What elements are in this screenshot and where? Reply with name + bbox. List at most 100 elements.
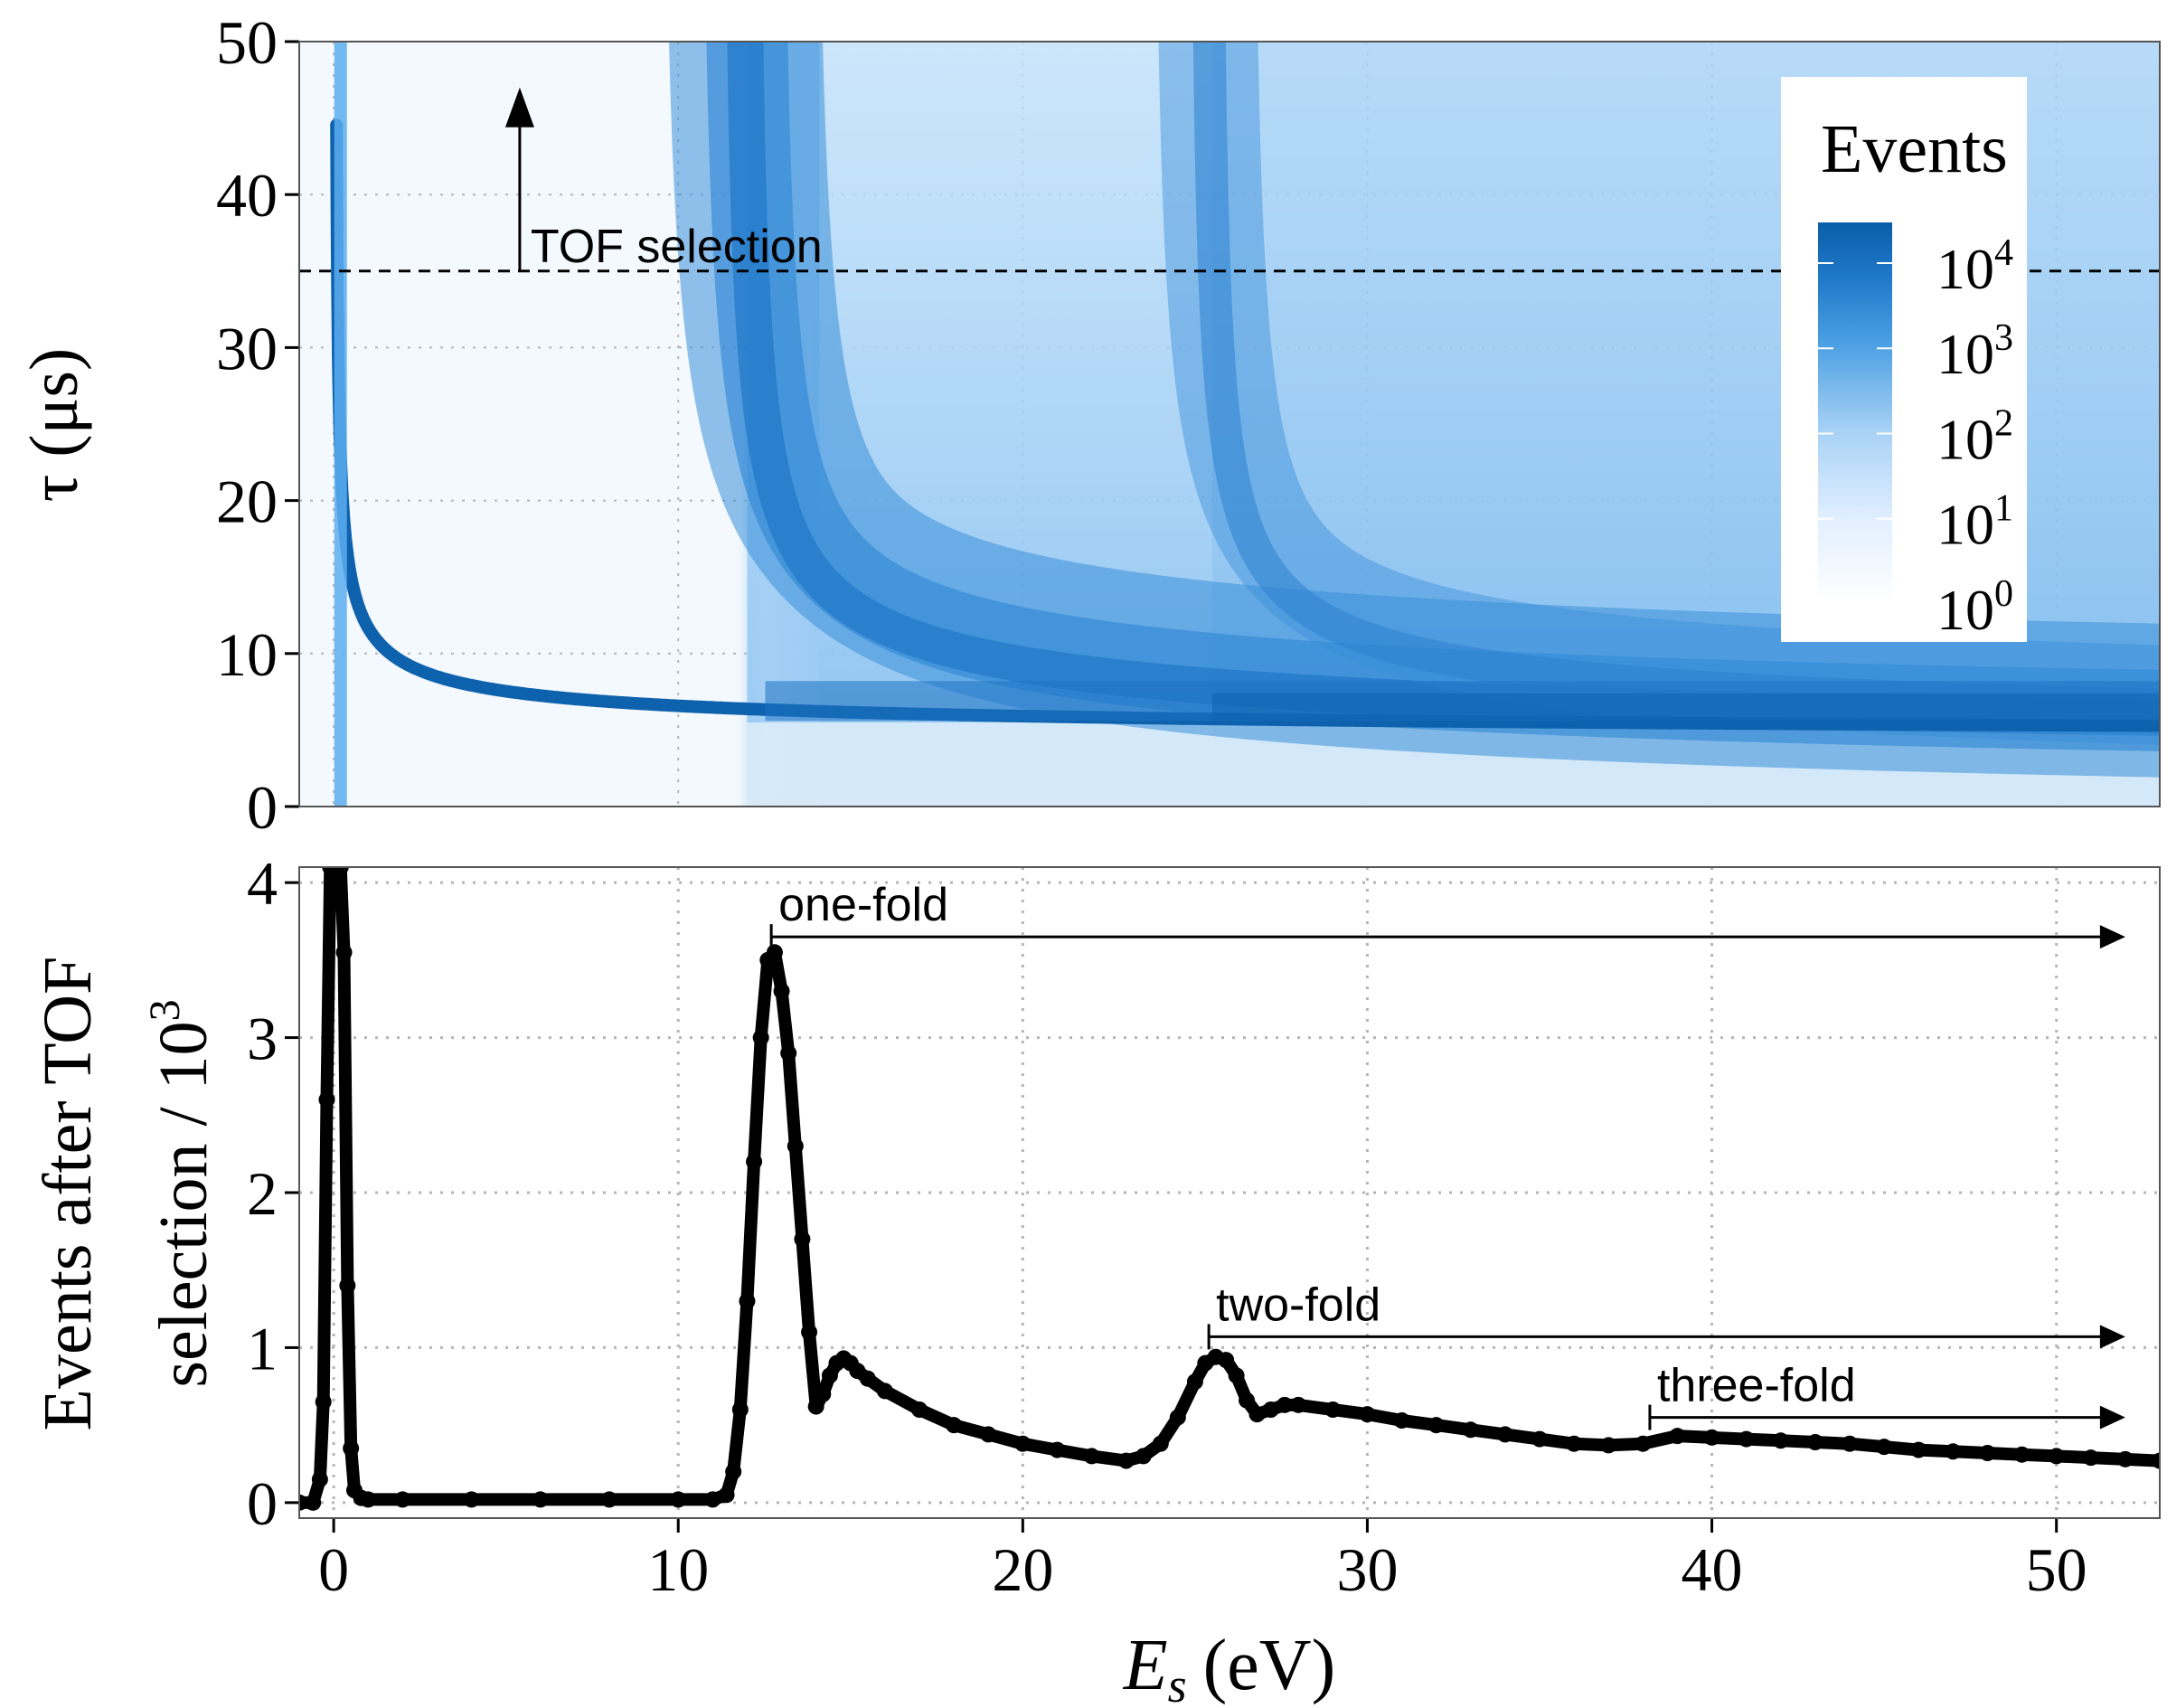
line-data-point [1531,1430,1548,1448]
tof-selection-label: TOF selection [531,221,823,273]
line-data-point [2013,1446,2030,1463]
line-data-point [1117,1452,1135,1469]
colorbar-tick-base: 10 [1936,237,1994,301]
line-data-point [305,1494,322,1511]
line-data-point [1910,1441,1927,1458]
line-data-point [1049,1441,1066,1458]
line-x-tick-label: 0 [318,1535,349,1604]
line-data-point [787,1137,804,1155]
line-data-point [766,944,783,961]
line-data-point [1427,1417,1445,1434]
heatmap-frame [298,41,2161,807]
line-x-tick-label: 10 [647,1535,709,1604]
line-data-point [859,1370,876,1387]
line-x-tick-label: 50 [2026,1535,2087,1604]
line-data-point [1842,1435,1858,1452]
line-data-point [794,1231,811,1248]
line-data-point [1600,1437,1617,1454]
colorbar-tick-exponent: 2 [1994,402,2013,444]
line-data-point [601,1491,617,1508]
line-data-point [815,1385,832,1402]
line-data-point [315,1393,332,1411]
line-data-point [731,1401,749,1418]
line-data-point [670,1491,687,1508]
line-data-point [1359,1406,1376,1423]
line-data-point [343,1439,360,1457]
fold-annotation-label: one-fold [778,879,948,931]
line-data-point [532,1491,549,1508]
x-axis-label-symbol: E [1123,1626,1168,1705]
colorbar-tick-base: 10 [1936,493,1994,557]
line-plot-background [299,867,2160,1518]
line-data-point [1152,1435,1169,1452]
x-axis-label-subscript: s [1168,1658,1187,1708]
line-data-point [752,1029,769,1046]
line-data-point [2048,1448,2065,1465]
line-series-path [299,867,2160,1509]
fold-annotation-label: three-fold [1657,1360,1856,1412]
line-data-point [1239,1392,1256,1409]
line-data-point [463,1491,480,1508]
line-y-axis-label-line1: Events after TOF [30,957,106,1431]
line-data-point [1703,1429,1720,1446]
line-data-point [339,1277,356,1294]
line-y-axis-label-exponent: 3 [141,999,189,1021]
line-data-point [2152,1452,2160,1469]
line-y-ticks: 0 1 2 3 4 [247,849,299,1538]
line-data-point [725,1463,742,1480]
line-data-point [1169,1409,1186,1426]
line-data-point [1248,1406,1266,1423]
line-data-point [335,944,353,961]
heatmap-y-ticks: 0 10 20 30 40 50 [216,8,299,842]
line-y-tick-label: 3 [247,1005,278,1073]
line-data-point [1186,1373,1203,1391]
line-data-point [780,1044,797,1062]
line-y-tick-label: 2 [247,1159,278,1228]
colorbar-tick-label: 101 [1936,488,2013,557]
heatmap-y-tick-label: 40 [216,161,278,230]
line-data-point [746,1153,763,1170]
line-data-point [1262,1401,1279,1418]
line-data-point [773,983,790,1000]
colorbar-tick-label: 102 [1936,402,2013,471]
line-series [299,867,2160,1511]
heatmap-y-tick-label: 10 [216,620,278,689]
line-data-point [1979,1445,1996,1461]
line-data-point [1806,1434,1823,1450]
line-data-point [394,1491,411,1508]
line-data-point [1083,1448,1100,1465]
line-data-point [1393,1412,1410,1429]
line-data-point [1276,1396,1293,1413]
dense-edge-dark [1211,693,2160,722]
line-data-point [807,1398,824,1415]
line-x-tick-label: 20 [992,1535,1053,1604]
line-y-tick-label: 1 [247,1314,278,1382]
line-data-point [1738,1430,1755,1448]
line-data-point [2116,1450,2134,1467]
line-data-point [311,1471,328,1488]
line-frame [298,866,2161,1519]
line-data-point [718,1486,735,1504]
line-x-tick-label: 40 [1682,1535,1743,1604]
colorbar-tick-base: 10 [1936,322,1994,386]
fold-annotation-arrowhead [2099,1405,2125,1430]
colorbar-tick-label: 104 [1936,232,2013,301]
line-data-point [318,1091,335,1109]
line-y-axis-label-2: selection / 103 [141,999,221,1387]
line-data-point [1635,1435,1652,1452]
line-data-point [876,1382,893,1400]
line-x-axis-label: Es (eV) [1123,1626,1335,1708]
line-data-point [1669,1428,1686,1445]
fold-annotations: one-fold two-fold three-fold [769,879,2125,1430]
line-data-point [299,1494,307,1511]
heatmap-y-tick-label: 0 [247,773,278,842]
line-y-axis-label-line2: selection / 10 [146,1021,221,1387]
line-x-ticks: 0 10 20 30 40 50 [318,1518,2087,1604]
heatmap-y-tick-label: 20 [216,467,278,536]
line-data-point [1324,1401,1342,1418]
line-data-point [801,1324,818,1341]
line-data-point [1566,1435,1583,1452]
